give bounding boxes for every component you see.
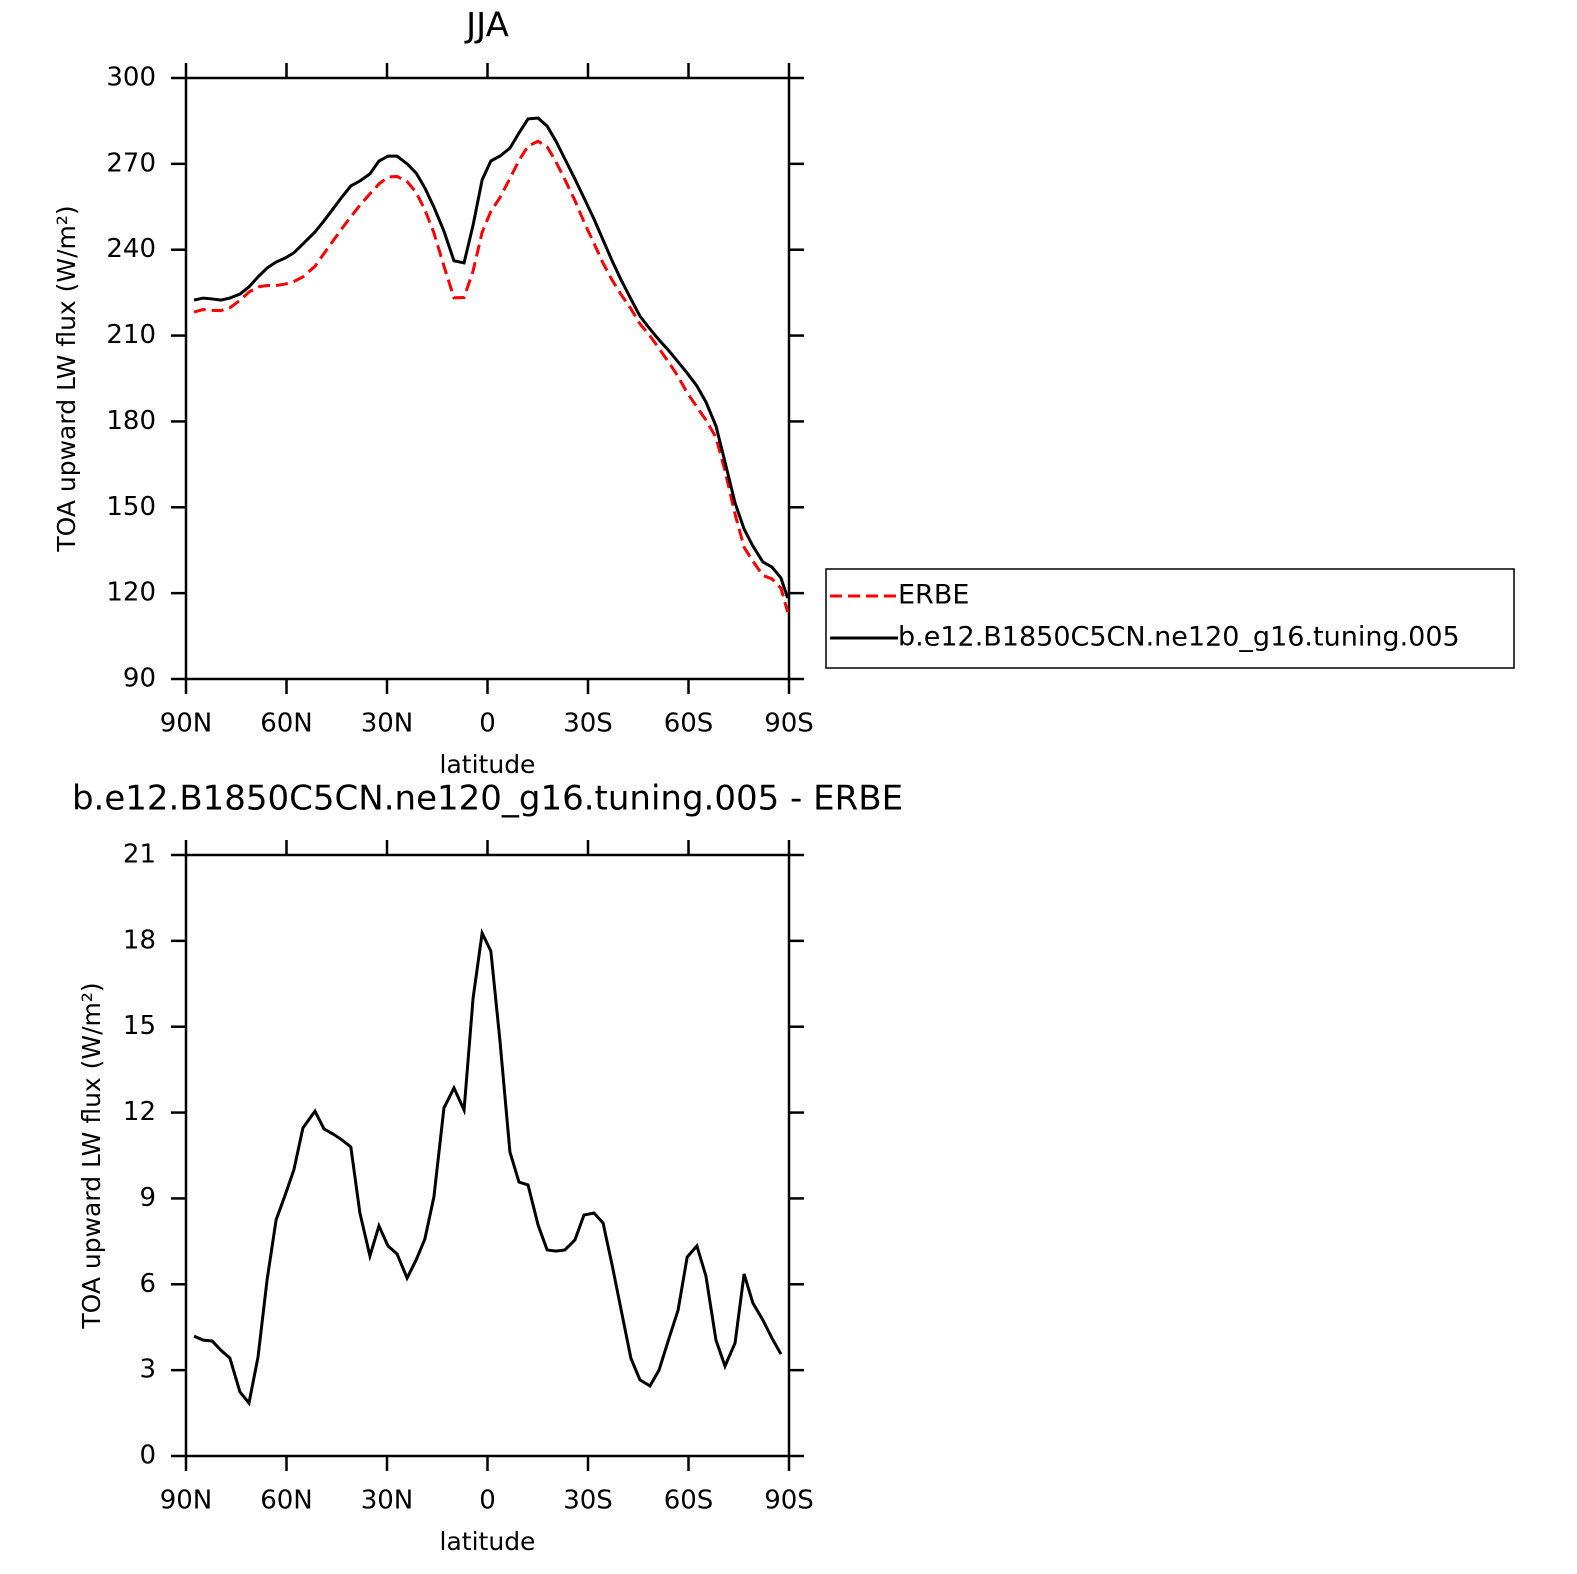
y-tick-label: 240 — [106, 234, 156, 264]
x-tick-label: 30N — [361, 1486, 414, 1516]
x-tick-label: 30S — [563, 1486, 613, 1516]
y-tick-label: 3 — [139, 1355, 156, 1385]
x-tick-label: 90N — [160, 1486, 213, 1516]
y-tick-label: 300 — [106, 63, 156, 93]
y-tick-label: 12 — [123, 1097, 156, 1127]
x-tick-label: 30S — [563, 709, 613, 739]
chart-title: b.e12.B1850C5CN.ne120_g16.tuning.005 - E… — [72, 779, 903, 819]
x-axis-label: latitude — [440, 1527, 536, 1556]
y-tick-label: 90 — [123, 664, 156, 694]
x-tick-label: 0 — [479, 1486, 496, 1516]
data-line — [193, 116, 790, 599]
x-axis-label: latitude — [440, 750, 536, 779]
y-tick-label: 18 — [123, 925, 156, 955]
y-tick-label: 15 — [123, 1011, 156, 1041]
x-tick-label: 0 — [479, 709, 496, 739]
data-line — [193, 139, 790, 613]
data-line — [193, 928, 783, 1407]
x-tick-label: 90S — [764, 1486, 814, 1516]
y-tick-label: 150 — [106, 492, 156, 522]
y-tick-label: 120 — [106, 578, 156, 608]
legend-label: b.e12.B1850C5CN.ne120_g16.tuning.005 — [898, 622, 1460, 653]
y-tick-label: 210 — [106, 320, 156, 350]
x-tick-label: 90N — [160, 709, 213, 739]
y-tick-label: 180 — [106, 406, 156, 436]
x-tick-label: 60N — [260, 1486, 313, 1516]
y-tick-label: 9 — [139, 1183, 156, 1213]
chart-title: JJA — [464, 6, 509, 46]
y-axis-label: TOA upward LW flux (W/m²) — [77, 982, 106, 1329]
y-tick-label: 0 — [139, 1441, 156, 1471]
x-tick-label: 30N — [361, 709, 414, 739]
y-tick-label: 6 — [139, 1269, 156, 1299]
x-tick-label: 90S — [764, 709, 814, 739]
legend-box — [825, 568, 1515, 669]
x-tick-label: 60N — [260, 709, 313, 739]
x-tick-label: 60S — [664, 709, 714, 739]
y-tick-label: 21 — [123, 840, 156, 870]
legend-label: ERBE — [898, 580, 969, 611]
y-axis-label: TOA upward LW flux (W/m²) — [52, 205, 81, 552]
x-tick-label: 60S — [664, 1486, 714, 1516]
y-tick-label: 270 — [106, 148, 156, 178]
